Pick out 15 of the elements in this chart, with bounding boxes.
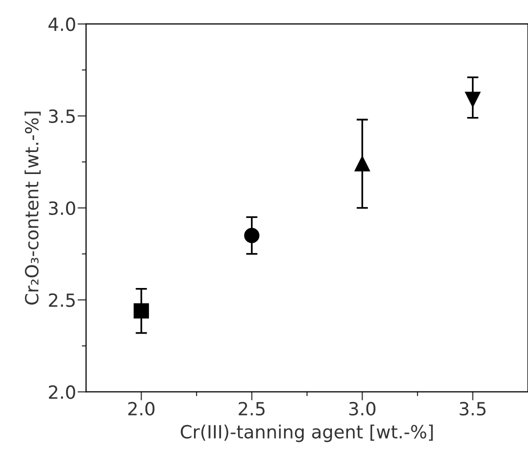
point <box>465 92 480 108</box>
y-tick-label: 3.5 <box>49 109 75 124</box>
x-tick-label: 2.5 <box>238 402 265 416</box>
x-tick-label: 2.0 <box>128 402 154 416</box>
point <box>354 156 370 172</box>
y-tick-label: 3.0 <box>49 201 76 216</box>
y-tick-label: 4.0 <box>48 17 76 32</box>
point <box>244 228 260 244</box>
y-tick-label: 2.5 <box>48 293 75 307</box>
x-axis-title: Cr(III)-tanning agent [wt.-%] <box>180 424 433 442</box>
point <box>134 303 149 319</box>
y-axis-title: Cr₂O₃-content [wt.-%] <box>24 112 41 305</box>
x-tick-label: 3.0 <box>349 402 376 416</box>
y-tick-label: 2.0 <box>48 385 76 399</box>
x-tick-label: 3.5 <box>460 402 486 416</box>
